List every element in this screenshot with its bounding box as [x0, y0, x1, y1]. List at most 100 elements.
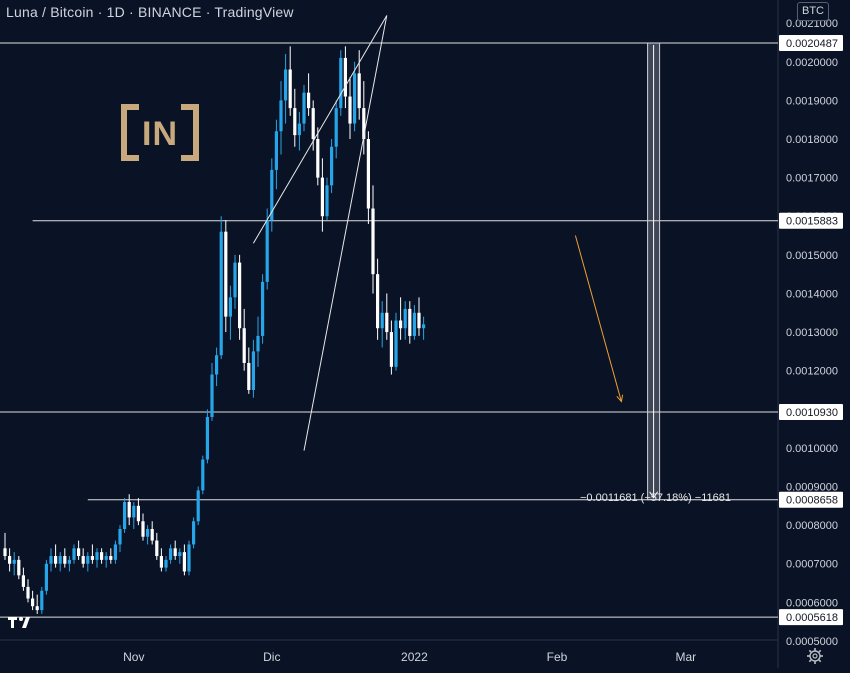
candle-body[interactable] — [17, 559, 21, 576]
candle-body[interactable] — [343, 57, 347, 97]
candle-body[interactable] — [44, 563, 48, 591]
candle-body[interactable] — [219, 231, 223, 356]
candle-body[interactable] — [302, 92, 306, 124]
candle-body[interactable] — [201, 459, 205, 491]
candle-body[interactable] — [35, 606, 39, 611]
candle-body[interactable] — [49, 556, 53, 564]
candle-body[interactable] — [316, 139, 320, 178]
trend-line[interactable] — [252, 15, 388, 244]
candle-body[interactable] — [173, 548, 177, 557]
y-tick-label: 0.0007000 — [786, 559, 838, 571]
candle-body[interactable] — [26, 586, 30, 599]
candle-body[interactable] — [109, 556, 113, 560]
candle-body[interactable] — [293, 108, 297, 136]
tradingview-logo-icon[interactable] — [6, 612, 34, 634]
candle-body[interactable] — [150, 528, 154, 541]
candle-body[interactable] — [233, 262, 237, 298]
candle-body[interactable] — [187, 544, 191, 572]
candle-body[interactable] — [394, 320, 398, 367]
candle-body[interactable] — [238, 262, 242, 329]
candle-body[interactable] — [261, 281, 265, 336]
candle-body[interactable] — [215, 355, 219, 375]
candle-body[interactable] — [113, 544, 117, 560]
candle-body[interactable] — [21, 575, 25, 587]
candle-body[interactable] — [132, 505, 136, 518]
candle-body[interactable] — [136, 505, 140, 522]
candle-body[interactable] — [31, 598, 35, 607]
candle-body[interactable] — [353, 73, 357, 124]
candle-body[interactable] — [12, 559, 16, 564]
candle-body[interactable] — [196, 490, 200, 522]
candle-body[interactable] — [95, 552, 99, 560]
currency-button[interactable]: BTC — [797, 2, 829, 21]
candle-body[interactable] — [182, 552, 186, 572]
candle-body[interactable] — [247, 362, 251, 390]
candle-body[interactable] — [307, 92, 311, 109]
candle-body[interactable] — [422, 324, 426, 329]
candle-body[interactable] — [357, 73, 361, 109]
candle-body[interactable] — [274, 131, 278, 170]
candle-body[interactable] — [284, 69, 288, 101]
candle-body[interactable] — [334, 108, 338, 147]
candle-body[interactable] — [118, 528, 122, 545]
candle-body[interactable] — [67, 559, 71, 564]
candle-body[interactable] — [366, 139, 370, 209]
candle-body[interactable] — [40, 590, 44, 611]
candle-body[interactable] — [81, 556, 85, 564]
candle-body[interactable] — [325, 185, 329, 217]
candle-body[interactable] — [210, 374, 214, 418]
candle-body[interactable] — [104, 556, 108, 560]
candle-body[interactable] — [228, 297, 232, 317]
candle-body[interactable] — [169, 548, 173, 560]
candle-body[interactable] — [376, 274, 380, 329]
candle-body[interactable] — [63, 556, 67, 564]
candle-body[interactable] — [270, 169, 274, 221]
settings-gear-icon[interactable] — [806, 647, 824, 665]
candle-body[interactable] — [127, 501, 131, 518]
candle-body[interactable] — [279, 100, 283, 132]
candle-body[interactable] — [8, 556, 12, 564]
candle-body[interactable] — [330, 146, 334, 186]
candle-body[interactable] — [72, 548, 76, 560]
candle-body[interactable] — [348, 96, 352, 124]
trend-line[interactable] — [303, 15, 388, 451]
candle-body[interactable] — [141, 521, 145, 537]
candle-body[interactable] — [224, 231, 228, 317]
candle-body[interactable] — [389, 332, 393, 367]
candle-body[interactable] — [412, 312, 416, 336]
candle-body[interactable] — [58, 556, 62, 564]
candle-body[interactable] — [297, 123, 301, 136]
projection-arrow-line[interactable] — [574, 235, 622, 402]
candle-body[interactable] — [380, 312, 384, 329]
candle-body[interactable] — [178, 552, 182, 557]
candle-body[interactable] — [90, 556, 94, 560]
candle-body[interactable] — [417, 312, 421, 329]
candle-body[interactable] — [362, 108, 366, 140]
candle-body[interactable] — [311, 108, 315, 140]
candle-body[interactable] — [320, 177, 324, 217]
candle-body[interactable] — [288, 69, 292, 109]
candle-body[interactable] — [408, 308, 412, 336]
candle-body[interactable] — [385, 312, 389, 333]
candle-body[interactable] — [86, 556, 90, 564]
candle-body[interactable] — [54, 556, 58, 564]
candle-body[interactable] — [77, 548, 81, 557]
candle-body[interactable] — [403, 308, 407, 329]
candle-body[interactable] — [251, 351, 255, 390]
candle-body[interactable] — [242, 328, 246, 363]
candle-body[interactable] — [339, 57, 343, 109]
candle-body[interactable] — [123, 501, 127, 529]
candle-body[interactable] — [155, 540, 159, 557]
candle-body[interactable] — [146, 528, 150, 537]
candle-body[interactable] — [205, 417, 209, 460]
candle-body[interactable] — [164, 559, 168, 568]
candle-body[interactable] — [159, 556, 163, 568]
candle-body[interactable] — [371, 208, 375, 275]
candle-body[interactable] — [3, 548, 7, 557]
candle-body[interactable] — [399, 320, 403, 329]
candle-body[interactable] — [100, 552, 104, 560]
candle-body[interactable] — [265, 220, 269, 282]
candle-body[interactable] — [256, 335, 260, 352]
candle-body[interactable] — [192, 521, 196, 545]
